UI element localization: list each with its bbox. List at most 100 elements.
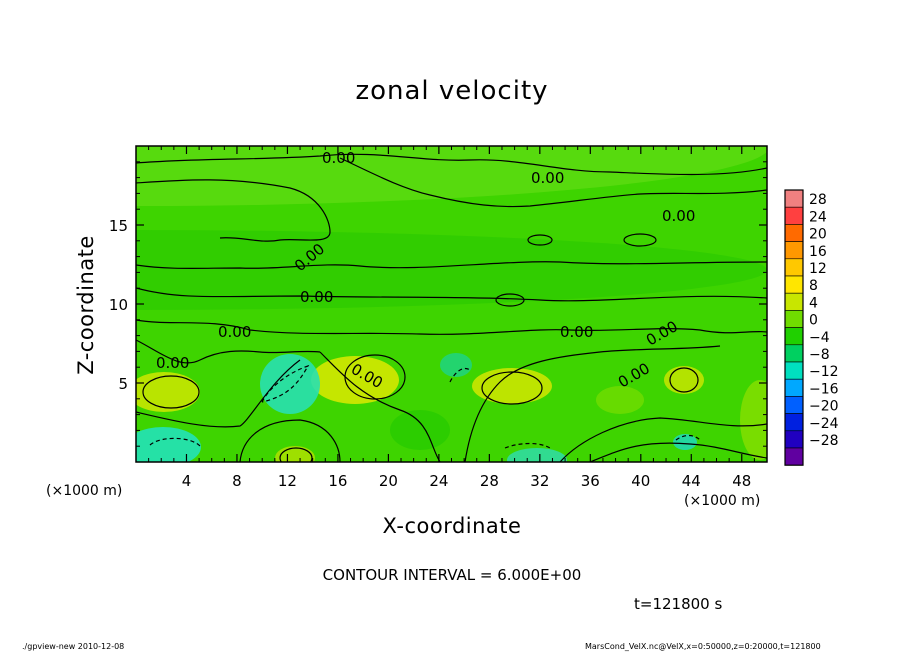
colorbar-segment xyxy=(784,447,804,466)
field-blob xyxy=(440,353,472,377)
colorbar-segment xyxy=(784,275,804,294)
colorbar-label: −8 xyxy=(809,347,830,363)
field-blob xyxy=(740,380,767,460)
contour-label: 0.00 xyxy=(322,149,355,167)
field-blob xyxy=(275,446,315,462)
x-unit-label-right: (×1000 m) xyxy=(684,493,761,509)
field-blob xyxy=(664,366,704,394)
contour-loop xyxy=(495,293,525,307)
colorbar-segment xyxy=(784,361,804,380)
time-label: t=121800 s xyxy=(634,595,723,613)
colorbar-label: −16 xyxy=(809,381,839,397)
x-axis-label: X-coordinate xyxy=(382,514,522,538)
colorbar-segment xyxy=(784,292,804,311)
colorbar-label: −4 xyxy=(809,330,830,346)
contour-line xyxy=(136,287,767,302)
contour-label: 0.00 xyxy=(300,288,333,306)
contour-line-negative xyxy=(675,434,701,441)
contour-line xyxy=(136,359,301,428)
colorbar-label: 28 xyxy=(809,192,827,208)
contour-loop xyxy=(481,371,543,405)
field-blob xyxy=(311,356,399,404)
colorbar-segment xyxy=(784,189,804,208)
colorbar-segment xyxy=(784,344,804,363)
contour-line xyxy=(136,319,767,335)
contour-loop xyxy=(142,375,200,409)
x-tick-label: 36 xyxy=(581,472,600,490)
colorbar-label: 24 xyxy=(809,209,827,225)
contour-line-negative xyxy=(504,442,551,449)
contour-loop xyxy=(527,234,553,246)
x-tick-label: 44 xyxy=(682,472,701,490)
y-tick-label: 15 xyxy=(109,217,128,235)
colorbar-label: −12 xyxy=(809,364,839,380)
colorbar-segment xyxy=(784,396,804,414)
contour-loop xyxy=(344,354,406,400)
x-tick-label: 20 xyxy=(379,472,398,490)
field-blob xyxy=(596,386,644,414)
field-blob xyxy=(136,427,201,462)
contour-line xyxy=(464,345,721,462)
x-tick-label: 4 xyxy=(182,472,192,490)
field-blob xyxy=(260,354,320,414)
contour-label: 0.00 xyxy=(531,169,564,187)
contour-line xyxy=(319,351,441,462)
colorbar-label: 8 xyxy=(809,278,818,294)
colorbar-segment xyxy=(784,430,804,449)
contour-loop xyxy=(669,367,699,393)
colorbar-segment xyxy=(784,206,804,225)
contour-line xyxy=(239,419,341,462)
contour-label: 0.00 xyxy=(218,323,251,341)
colorbar-label: −24 xyxy=(809,416,839,432)
field-blob xyxy=(136,230,767,310)
colorbar-segment xyxy=(784,413,804,432)
contour-label: 0.00 xyxy=(662,207,695,225)
x-tick-label: 8 xyxy=(232,472,242,490)
x-unit-label-left: (×1000 m) xyxy=(46,483,123,499)
x-tick-label: 40 xyxy=(631,472,650,490)
y-axis-label: Z-coordinate xyxy=(74,235,98,375)
colorbar-segment xyxy=(784,258,804,277)
colorbar-segment xyxy=(784,224,804,242)
contour-line xyxy=(136,261,767,269)
contour-label: 0.00 xyxy=(156,354,189,372)
contour-line xyxy=(136,339,321,364)
x-tick-label: 16 xyxy=(328,472,347,490)
contour-line-negative xyxy=(149,437,201,447)
contour-line xyxy=(136,153,767,176)
colorbar-label: −28 xyxy=(809,433,839,449)
contour-loop xyxy=(279,447,313,462)
contour-line-negative xyxy=(261,364,310,403)
colorbar-label: 12 xyxy=(809,261,827,277)
x-tick-label: 24 xyxy=(429,472,448,490)
colorbar-segment xyxy=(784,378,804,397)
contour-loop xyxy=(623,233,657,247)
field-blob xyxy=(390,410,450,450)
contour-line xyxy=(559,417,767,462)
x-tick-label: 32 xyxy=(530,472,549,490)
field-blob xyxy=(136,372,200,412)
x-tick-label: 12 xyxy=(278,472,297,490)
contour-line-negative xyxy=(449,367,471,383)
x-tick-label: 28 xyxy=(480,472,499,490)
colorbar-segment xyxy=(784,310,804,328)
contour-line xyxy=(339,157,767,208)
y-tick-label: 5 xyxy=(118,375,128,393)
x-tick-label: 48 xyxy=(732,472,751,490)
footer-right: MarsCond_VelX.nc@VelX,x=0:50000,z=0:2000… xyxy=(585,642,821,651)
field-blob xyxy=(136,146,767,206)
y-tick-label: 10 xyxy=(109,296,128,314)
contour-label: 0.00 xyxy=(560,323,593,341)
contour-line xyxy=(136,179,331,242)
colorbar-segment xyxy=(784,327,804,346)
field-blob xyxy=(507,448,567,462)
colorbar-label: −20 xyxy=(809,399,839,415)
colorbar-label: 4 xyxy=(809,295,818,311)
chart-title: zonal velocity xyxy=(355,76,549,106)
colorbar-segment xyxy=(784,241,804,260)
colorbar-label: 20 xyxy=(809,227,827,243)
contour-interval-text: CONTOUR INTERVAL = 6.000E+00 xyxy=(322,566,582,584)
contour-line xyxy=(589,442,767,462)
